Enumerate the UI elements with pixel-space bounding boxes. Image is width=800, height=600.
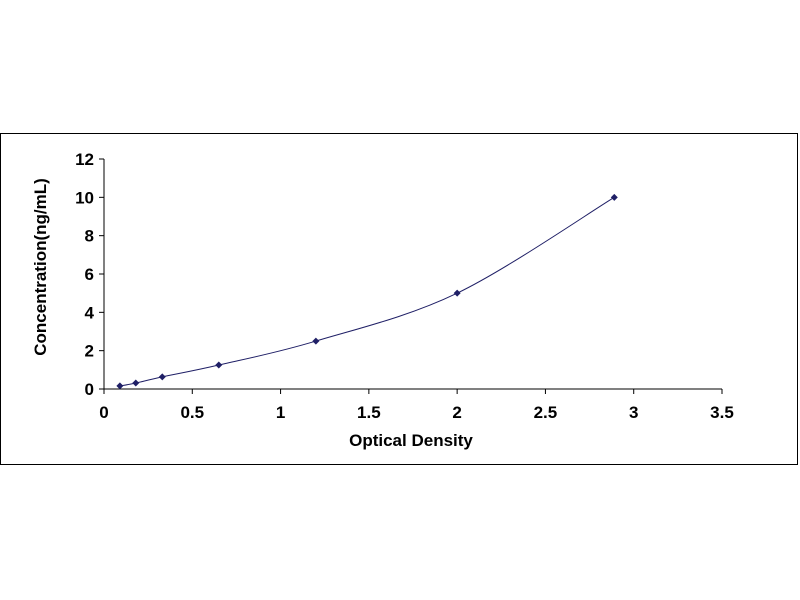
x-tick-label: 2: [452, 403, 461, 422]
data-point: [215, 361, 223, 369]
data-point: [610, 193, 618, 201]
y-axis-title: Concentration(ng/mL): [31, 178, 50, 356]
x-tick-label: 1: [276, 403, 285, 422]
x-tick-label: 2.5: [534, 403, 558, 422]
x-tick-label: 0.5: [180, 403, 204, 422]
data-point: [132, 379, 140, 387]
trend-line: [119, 196, 615, 387]
y-axis-ticks: 0 2 4 6 8 10 12: [75, 150, 104, 399]
y-tick-label: 10: [75, 188, 94, 207]
chart-frame: [0, 133, 798, 465]
x-axis-title: Optical Density: [349, 431, 473, 450]
x-tick-label: 3.5: [710, 403, 734, 422]
axes: [103, 159, 722, 390]
data-point: [312, 337, 320, 345]
y-tick-label: 0: [85, 380, 94, 399]
x-tick-label: 0: [99, 403, 108, 422]
x-tick-label: 3: [629, 403, 638, 422]
data-points: [116, 193, 618, 390]
y-tick-label: 6: [85, 265, 94, 284]
data-point: [158, 373, 166, 381]
y-tick-label: 12: [75, 150, 94, 169]
data-point: [453, 289, 461, 297]
data-point: [116, 382, 124, 390]
x-tick-label: 1.5: [357, 403, 381, 422]
y-tick-label: 4: [85, 303, 95, 322]
y-tick-label: 2: [85, 342, 94, 361]
x-axis-ticks: 0 0.5 1 1.5 2 2.5 3 3.5: [99, 389, 734, 422]
y-tick-label: 8: [85, 227, 94, 246]
